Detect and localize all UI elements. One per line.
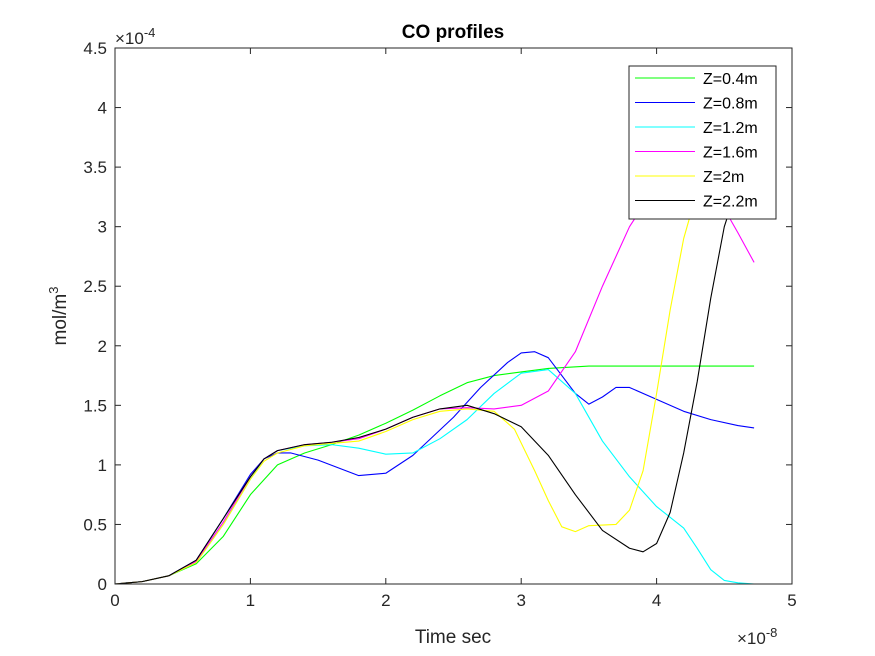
legend: Z=0.4m Z=0.8m Z=1.2m Z=1.6m Z=2m Z=2.2m bbox=[628, 65, 777, 220]
series-line-5 bbox=[114, 178, 725, 585]
y-tick-label: 1 bbox=[98, 456, 107, 475]
y-tick-label: 2.5 bbox=[83, 277, 107, 296]
series-line-2 bbox=[114, 351, 755, 585]
y-tick-label: 4 bbox=[98, 99, 107, 118]
chart-title: CO profiles bbox=[402, 22, 504, 43]
y-axis-label-base: mol/m bbox=[50, 294, 71, 346]
y-tick-label: 0 bbox=[98, 575, 107, 594]
y-exponent-power: -4 bbox=[144, 25, 156, 40]
y-tick-label: 4.5 bbox=[83, 39, 107, 58]
series-line-1 bbox=[114, 365, 755, 585]
x-tick-label: 4 bbox=[652, 591, 661, 610]
y-tick-label: 1.5 bbox=[83, 396, 107, 415]
series-line-6 bbox=[114, 172, 746, 585]
x-axis-label: Time sec bbox=[415, 627, 491, 648]
legend-label: Z=0.4m bbox=[703, 71, 758, 88]
x-axis-exponent: ×10-8 bbox=[737, 625, 777, 648]
y-tick-label: 3 bbox=[98, 218, 107, 237]
axes-box bbox=[114, 47, 793, 585]
y-axis-exponent: ×10-4 bbox=[115, 25, 155, 48]
x-exponent-power: -8 bbox=[766, 625, 778, 640]
y-axis-label-superscript: 3 bbox=[46, 287, 61, 294]
y-tick-label: 3.5 bbox=[83, 158, 107, 177]
y-exponent-base: ×10 bbox=[115, 29, 144, 48]
axis-ticks: 0 1 2 3 4 5 0 0.5 1 1.5 2 2.5 3 3.5 4 4.5 bbox=[83, 39, 796, 610]
legend-box bbox=[628, 65, 777, 220]
legend-label: Z=2m bbox=[703, 169, 744, 186]
y-tick-label: 2 bbox=[98, 337, 107, 356]
x-tick-label: 0 bbox=[110, 591, 119, 610]
legend-label: Z=1.2m bbox=[703, 120, 758, 137]
x-tick-label: 1 bbox=[246, 591, 255, 610]
legend-label: Z=0.8m bbox=[703, 96, 758, 113]
y-tick-label: 0.5 bbox=[83, 515, 107, 534]
legend-label: Z=2.2m bbox=[703, 194, 758, 211]
y-axis-label: mol/m3 bbox=[46, 287, 71, 346]
x-tick-label: 2 bbox=[381, 591, 390, 610]
x-tick-label: 3 bbox=[516, 591, 525, 610]
x-exponent-base: ×10 bbox=[737, 629, 766, 648]
legend-label: Z=1.6m bbox=[703, 145, 758, 162]
x-tick-label: 5 bbox=[787, 591, 796, 610]
